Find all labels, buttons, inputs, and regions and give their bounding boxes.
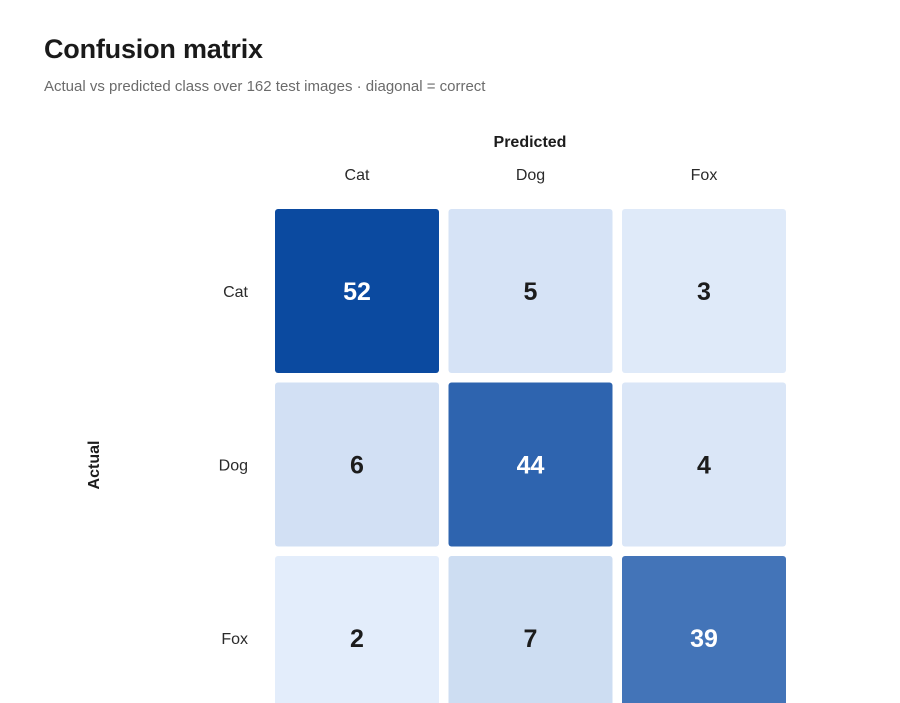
heatmap-cell-dog-dog xyxy=(448,382,613,547)
y-tick-label-dog: Dog xyxy=(219,458,248,475)
cell-value-label: 5 xyxy=(524,278,538,306)
x-axis-label: Predicted xyxy=(494,134,567,151)
heatmap-cell-fox-fox xyxy=(622,556,786,703)
cell-value-label: 44 xyxy=(517,452,545,480)
chart-title: Confusion matrix xyxy=(44,34,263,64)
cell-value-label: 2 xyxy=(350,625,364,653)
cell-value-label: 3 xyxy=(697,278,711,306)
cell-value-label: 4 xyxy=(697,452,711,480)
x-tick-label-fox: Fox xyxy=(691,167,718,184)
heatmap-cell-fox-dog xyxy=(448,556,613,703)
heatmap-cell-cat-fox xyxy=(622,209,786,373)
x-tick-label-dog: Dog xyxy=(516,167,545,184)
y-tick-label-cat: Cat xyxy=(223,284,248,301)
cell-value-label: 52 xyxy=(343,278,371,306)
cell-value-label: 39 xyxy=(690,625,718,653)
heatmap-cell-fox-cat xyxy=(275,556,439,703)
y-axis-label: Actual xyxy=(86,441,103,490)
heatmap-cell-dog-fox xyxy=(622,382,786,547)
heatmap-tick-labels: Cat Dog Fox Cat Dog Fox xyxy=(219,167,718,648)
y-tick-label-fox: Fox xyxy=(221,631,248,648)
heatmap-cell-dog-cat xyxy=(275,382,439,547)
heatmap-cell-cat-cat xyxy=(275,209,439,373)
x-tick-label-cat: Cat xyxy=(345,167,370,184)
heatmap-cells: 52 5 36 44 42 7 39 xyxy=(275,209,786,703)
heatmap-cell-cat-dog xyxy=(448,209,613,373)
cell-value-label: 6 xyxy=(350,452,364,480)
chart-subtitle: Actual vs predicted class over 162 test … xyxy=(44,78,486,95)
cell-value-label: 7 xyxy=(524,625,538,653)
